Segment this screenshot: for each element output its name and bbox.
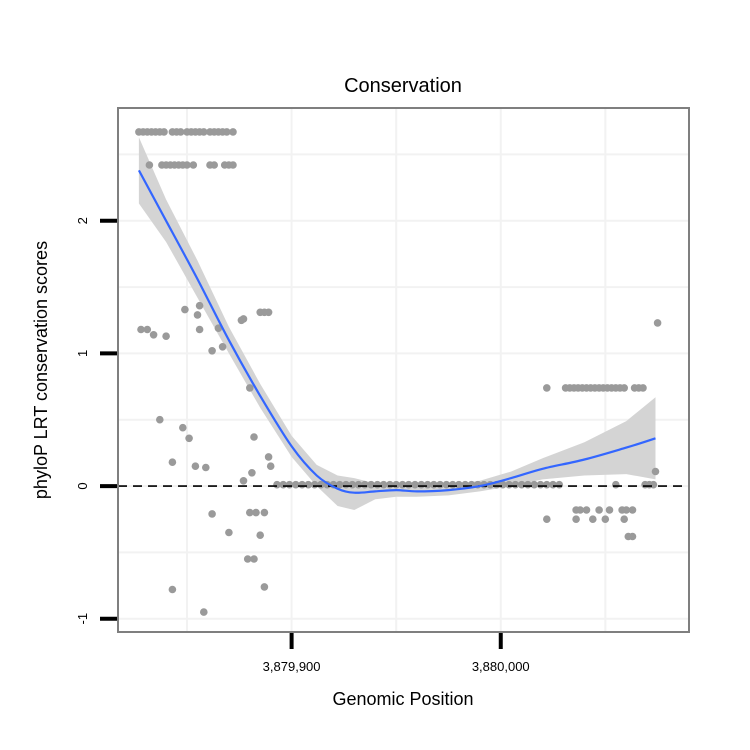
data-point	[266, 462, 275, 471]
data-point	[156, 415, 164, 424]
data-point	[260, 583, 269, 591]
data-point	[218, 343, 227, 351]
data-point	[214, 324, 223, 333]
y-tick-label: 2	[75, 217, 90, 224]
data-point	[179, 423, 187, 432]
y-tick-label: -1	[75, 613, 90, 625]
data-point	[246, 384, 254, 392]
data-point	[229, 161, 237, 169]
data-point	[543, 384, 551, 392]
x-tick-label: 3,880,000	[472, 659, 530, 674]
grid-lines	[118, 108, 689, 632]
data-point	[202, 463, 210, 472]
data-point	[653, 319, 662, 327]
x-axis-label: Genomic Position	[332, 689, 473, 709]
data-point	[189, 161, 198, 169]
confidence-ribbon	[138, 137, 656, 510]
data-point	[185, 434, 193, 443]
data-point	[225, 528, 233, 537]
data-point	[605, 506, 614, 514]
data-point	[208, 347, 216, 355]
data-point	[223, 128, 231, 136]
data-point	[193, 311, 202, 319]
data-point	[576, 506, 584, 514]
data-point	[160, 128, 168, 136]
data-point	[143, 325, 152, 334]
data-point	[250, 555, 258, 563]
data-point	[252, 508, 260, 517]
y-tick-label: 0	[75, 482, 90, 489]
data-point	[200, 608, 208, 616]
y-axis-label: phyloP LRT conservation scores	[31, 241, 51, 499]
data-point	[651, 467, 660, 476]
data-points	[135, 128, 662, 616]
data-point	[208, 510, 216, 518]
data-point	[183, 161, 191, 169]
data-point	[250, 433, 258, 441]
data-point	[239, 477, 248, 485]
data-point	[248, 469, 256, 477]
data-point	[639, 384, 647, 392]
loess-fit-line	[137, 169, 656, 494]
y-axis: -1 0 1 2	[75, 217, 117, 625]
data-point	[145, 161, 154, 169]
data-point	[572, 515, 580, 523]
data-point	[239, 315, 248, 323]
data-point	[229, 128, 237, 136]
y-tick-label: 1	[75, 350, 90, 357]
data-point	[181, 305, 189, 314]
chart-title: Conservation	[344, 75, 462, 97]
data-point	[292, 480, 300, 489]
data-point	[260, 508, 269, 517]
data-point	[200, 128, 208, 136]
data-point	[612, 480, 620, 489]
data-point	[649, 480, 658, 489]
data-point	[628, 506, 637, 514]
data-point	[149, 331, 158, 339]
data-point	[411, 480, 419, 489]
data-point	[243, 555, 252, 563]
data-point	[543, 515, 551, 523]
panel-border	[117, 107, 690, 633]
data-point	[582, 506, 591, 514]
data-point	[168, 585, 177, 594]
data-point	[628, 532, 637, 541]
data-point	[195, 325, 204, 334]
data-point	[530, 480, 538, 489]
data-point	[264, 453, 273, 461]
data-point	[137, 325, 145, 334]
data-point	[601, 515, 610, 523]
data-point	[620, 515, 628, 523]
data-point	[555, 480, 564, 489]
data-point	[168, 458, 177, 467]
data-point	[595, 506, 603, 514]
x-tick-label: 3,879,900	[263, 659, 321, 674]
data-point	[620, 384, 628, 392]
data-point	[335, 480, 344, 489]
data-point	[246, 508, 254, 517]
data-point	[162, 332, 170, 341]
data-point	[264, 308, 273, 317]
data-point	[191, 462, 200, 471]
data-point	[195, 301, 204, 310]
data-point	[256, 531, 265, 539]
data-point	[176, 128, 185, 136]
data-point	[210, 161, 218, 169]
data-point	[622, 506, 631, 514]
data-point	[589, 515, 597, 523]
x-axis: 3,879,900 3,880,000	[263, 633, 530, 674]
